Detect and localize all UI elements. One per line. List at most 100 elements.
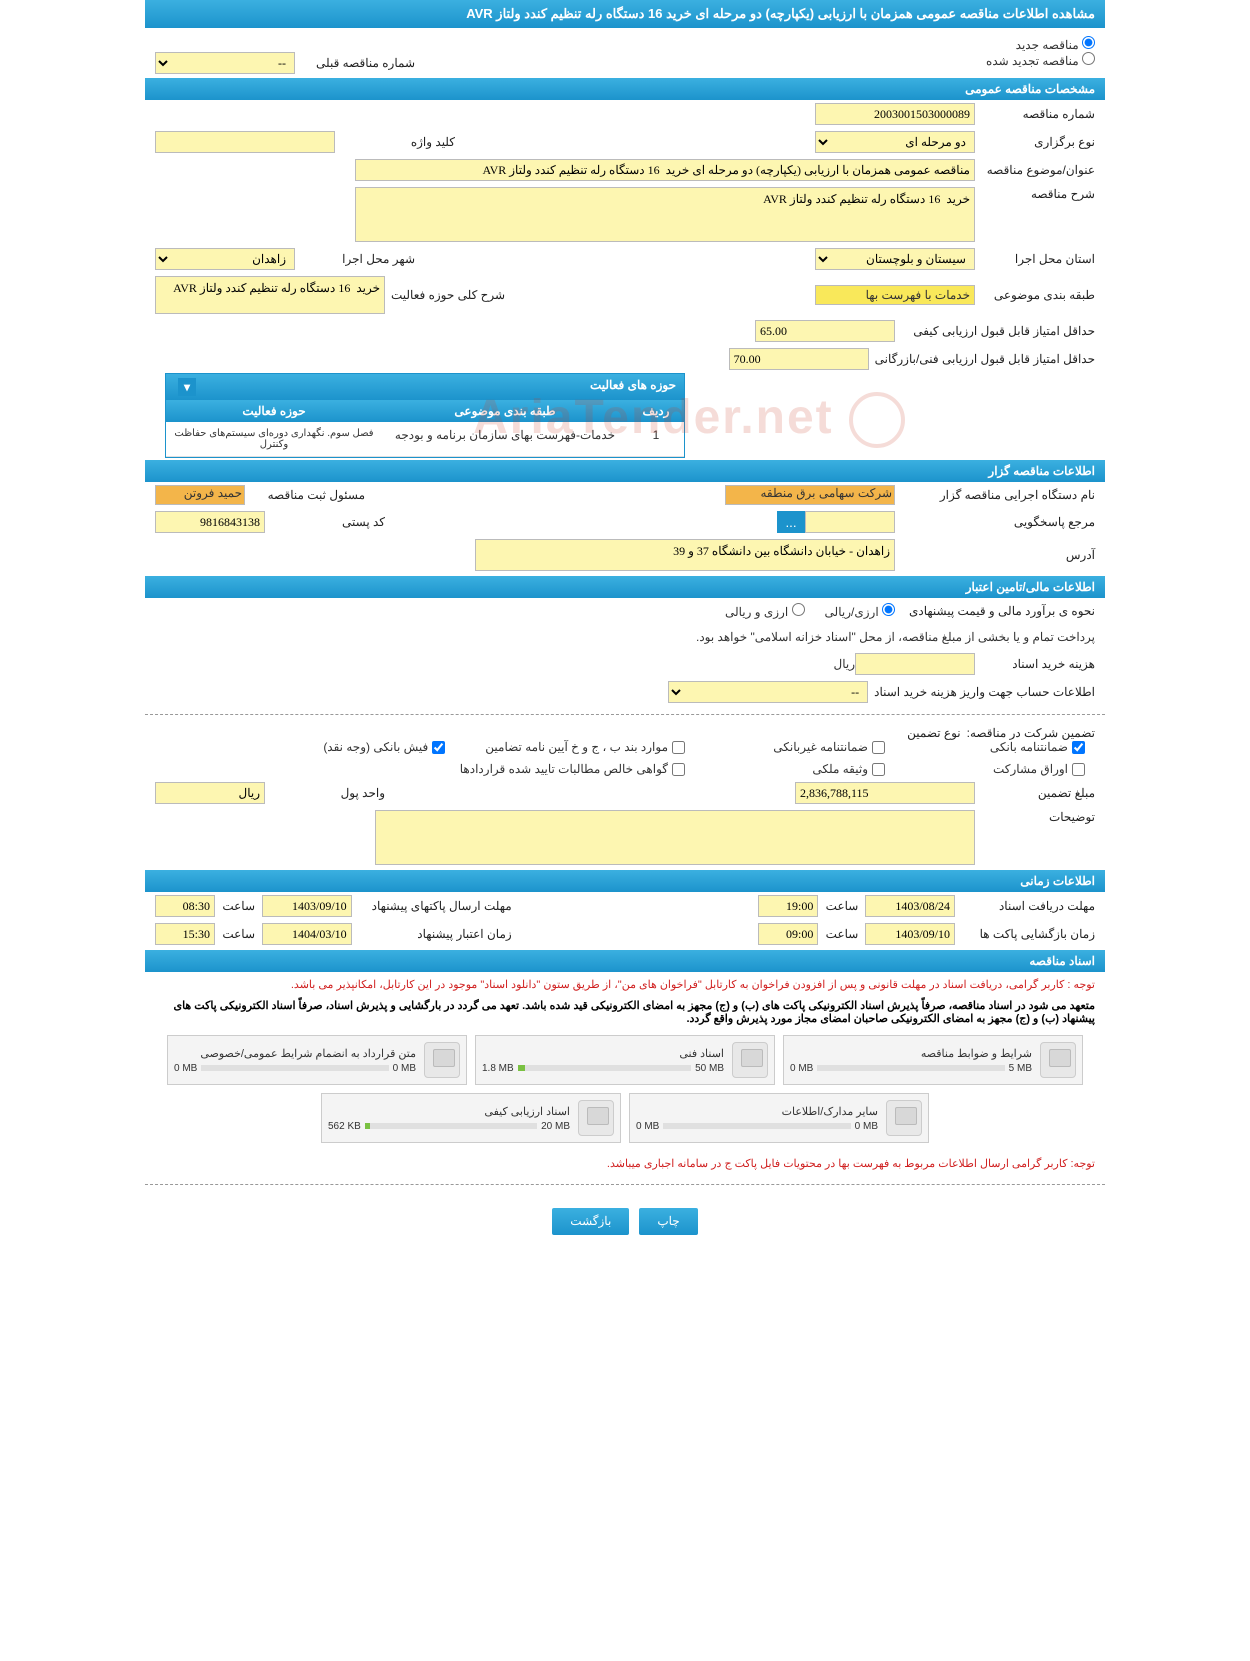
chk-bank-receipt[interactable]: فیش بانکی (وجه نقد) — [285, 740, 445, 754]
file-grid: شرایط و ضوابط مناقصه0 MB5 MBاسناد فنی1.8… — [145, 1027, 1105, 1151]
file-used: 0 MB — [174, 1063, 197, 1074]
min-tech-label: حداقل امتیاز قابل قبول ارزیابی فنی/بازرگ… — [869, 352, 1095, 366]
file-progress — [518, 1065, 691, 1071]
section-general: مشخصات مناقصه عمومی — [145, 78, 1105, 100]
radio-fx[interactable]: ارزی و ریالی — [725, 603, 805, 619]
open-date-input[interactable] — [865, 923, 955, 945]
col-category: طبقه بندی موضوعی — [374, 404, 636, 418]
folder-icon — [424, 1042, 460, 1078]
file-card[interactable]: اسناد ارزیابی کیفی562 KB20 MB — [321, 1093, 621, 1143]
province-select[interactable]: سیستان و بلوچستان — [815, 248, 975, 270]
postal-label: کد پستی — [265, 515, 385, 529]
min-tech-input[interactable] — [729, 348, 869, 370]
footer-buttons: چاپ بازگشت — [145, 1193, 1105, 1250]
activity-table-title: حوزه های فعالیت — [196, 378, 676, 396]
guarantee-checkboxes: ضمانتنامه بانکی ضمانتنامه غیربانکی موارد… — [155, 740, 1095, 776]
validity-time-input[interactable] — [155, 923, 215, 945]
file-progress — [663, 1123, 850, 1129]
radio-renew-tender[interactable]: مناقصه تجدید شده — [986, 54, 1095, 68]
guarantee-amount-input[interactable] — [795, 782, 975, 804]
activity-label: شرح کلی حوزه فعالیت — [385, 288, 505, 302]
currency-label: واحد پول — [265, 786, 385, 800]
guarantee-amount-label: مبلغ تضمین — [975, 786, 1095, 800]
doc-cost-input[interactable] — [855, 653, 975, 675]
folder-icon — [578, 1100, 614, 1136]
submit-time-label: ساعت — [215, 899, 255, 913]
org-label: نام دستگاه اجرایی مناقصه گزار — [895, 488, 1095, 502]
chk-contract-claims[interactable]: گواهی خالص مطالبات تایید شده قراردادها — [460, 762, 685, 776]
validity-label: زمان اعتبار پیشنهاد — [352, 927, 512, 941]
keyword-input[interactable] — [155, 131, 335, 153]
province-label: استان محل اجرا — [975, 252, 1095, 266]
radio-new-tender[interactable]: مناقصه جدید — [1016, 38, 1095, 52]
min-qual-input[interactable] — [755, 320, 895, 342]
prev-tender-select[interactable]: -- — [155, 52, 295, 74]
desc-label: شرح مناقصه — [975, 187, 1095, 201]
validity-date-input[interactable] — [262, 923, 352, 945]
contact-more-button[interactable]: ... — [777, 511, 805, 533]
file-card[interactable]: اسناد فنی1.8 MB50 MB — [475, 1035, 775, 1085]
collapse-icon[interactable]: ▾ — [178, 378, 196, 396]
chk-bank-guarantee[interactable]: ضمانتنامه بانکی — [925, 740, 1085, 754]
file-used: 562 KB — [328, 1121, 361, 1132]
file-card[interactable]: متن قرارداد به انضمام شرایط عمومی/خصوصی0… — [167, 1035, 467, 1085]
print-button[interactable]: چاپ — [639, 1208, 697, 1235]
file-cap: 20 MB — [541, 1121, 570, 1132]
file-cap: 0 MB — [855, 1121, 878, 1132]
chk-items-bpj[interactable]: موارد بند ب ، ج و خ آیین نامه تضامین — [485, 740, 685, 754]
chk-nonbank[interactable]: ضمانتنامه غیربانکی — [725, 740, 885, 754]
category-value: خدمات با فهرست بها — [815, 285, 975, 305]
file-card[interactable]: سایر مدارک/اطلاعات0 MB0 MB — [629, 1093, 929, 1143]
file-cap: 5 MB — [1009, 1063, 1032, 1074]
activity-textarea[interactable] — [155, 276, 385, 314]
section-organizer: اطلاعات مناقصه گزار — [145, 460, 1105, 482]
chk-property[interactable]: وثیقه ملکی — [725, 762, 885, 776]
prev-tender-label: شماره مناقصه قبلی — [295, 56, 415, 70]
subject-input[interactable] — [355, 159, 975, 181]
section-timing: اطلاعات زمانی — [145, 870, 1105, 892]
pay-note: پرداخت تمام و یا بخشی از مبلغ مناقصه، از… — [696, 630, 1095, 644]
note-fehrest: توجه: کاربر گرامی ارسال اطلاعات مربوط به… — [145, 1151, 1105, 1176]
receive-time-label: ساعت — [818, 899, 858, 913]
receive-date-input[interactable] — [865, 895, 955, 917]
back-button[interactable]: بازگشت — [552, 1208, 629, 1235]
file-title: شرایط و ضوابط مناقصه — [790, 1047, 1032, 1063]
submit-time-input[interactable] — [155, 895, 215, 917]
keyword-label: کلید واژه — [335, 135, 455, 149]
chk-participation[interactable]: اوراق مشارکت — [925, 762, 1085, 776]
file-title: متن قرارداد به انضمام شرایط عمومی/خصوصی — [174, 1047, 416, 1063]
category-label: طبقه بندی موضوعی — [975, 288, 1095, 302]
folder-icon — [886, 1100, 922, 1136]
tender-no-input[interactable] — [815, 103, 975, 125]
file-cap: 0 MB — [393, 1063, 416, 1074]
radio-rial[interactable]: ارزی/ریالی — [825, 603, 895, 619]
section-financial: اطلاعات مالی/تامین اعتبار — [145, 576, 1105, 598]
reg-owner-label: مسئول ثبت مناقصه — [245, 488, 365, 502]
address-textarea[interactable] — [475, 539, 895, 571]
doc-cost-label: هزینه خرید اسناد — [975, 657, 1095, 671]
doc-cost-unit: ریال — [833, 657, 855, 671]
open-time-input[interactable] — [758, 923, 818, 945]
file-title: سایر مدارک/اطلاعات — [636, 1105, 878, 1121]
note-download: توجه : کاربر گرامی، دریافت اسناد در مهلت… — [145, 972, 1105, 997]
contact-label: مرجع پاسخگویی — [895, 515, 1095, 529]
desc-textarea[interactable] — [355, 187, 975, 242]
acct-info-select[interactable]: -- — [668, 681, 868, 703]
file-card[interactable]: شرایط و ضوابط مناقصه0 MB5 MB — [783, 1035, 1083, 1085]
submit-deadline-label: مهلت ارسال پاکتهای پیشنهاد — [352, 899, 512, 913]
hold-type-label: نوع برگزاری — [975, 135, 1095, 149]
city-label: شهر محل اجرا — [295, 252, 415, 266]
currency-input[interactable] — [155, 782, 265, 804]
activity-table: حوزه های فعالیت ▾ ردیف طبقه بندی موضوعی … — [165, 373, 685, 458]
city-select[interactable]: زاهدان — [155, 248, 295, 270]
hold-type-select[interactable]: دو مرحله ای — [815, 131, 975, 153]
estimate-label: نحوه ی برآورد مالی و قیمت پیشنهادی — [895, 604, 1095, 618]
cell-radif: 1 — [636, 428, 676, 450]
postal-input[interactable] — [155, 511, 265, 533]
guarantee-type-label: نوع تضمین — [841, 726, 961, 740]
notes-textarea[interactable] — [375, 810, 975, 865]
receive-time-input[interactable] — [758, 895, 818, 917]
contact-input[interactable] — [805, 511, 895, 533]
submit-date-input[interactable] — [262, 895, 352, 917]
tender-type-radios: مناقصه جدید مناقصه تجدید شده شماره مناقص… — [145, 28, 1105, 76]
